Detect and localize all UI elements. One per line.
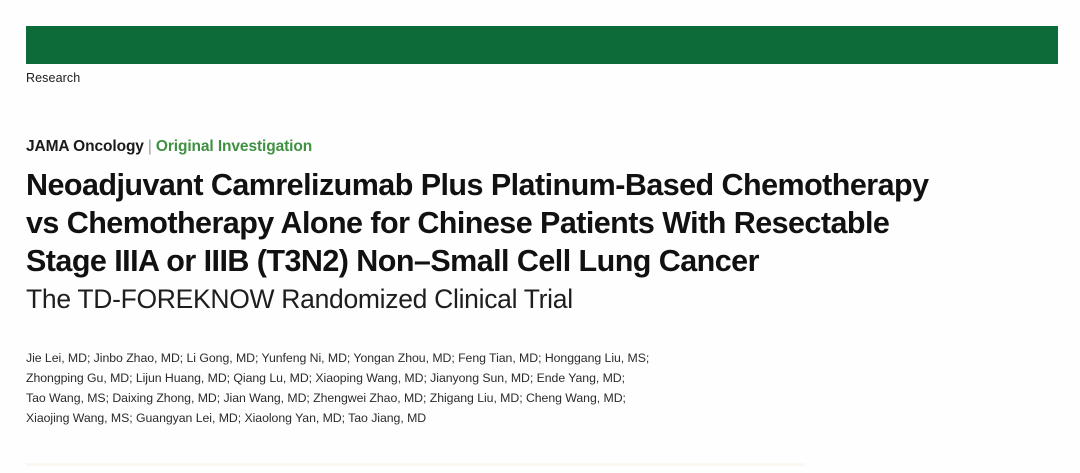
journal-banner-bar: [26, 26, 1058, 64]
journal-name: JAMA Oncology: [26, 138, 144, 155]
article-subtitle: The TD-FOREKNOW Randomized Clinical Tria…: [26, 284, 573, 314]
author-line: Jie Lei, MD; Jinbo Zhao, MD; Li Gong, MD…: [26, 351, 650, 365]
journal-separator: |: [147, 138, 152, 155]
author-byline: Jie Lei, MD; Jinbo Zhao, MD; Li Gong, MD…: [26, 348, 866, 428]
author-line: Xiaojing Wang, MS; Guangyan Lei, MD; Xia…: [26, 411, 427, 425]
author-line: Zhongping Gu, MD; Lijun Huang, MD; Qiang…: [26, 371, 625, 385]
running-head-label: Research: [26, 71, 81, 85]
article-title-line-3: Stage IIIA or IIIB (T3N2) Non–Small Cell…: [26, 244, 759, 278]
article-title-line-2: vs Chemotherapy Alone for Chinese Patien…: [26, 206, 890, 240]
journal-article-type-line: JAMA Oncology | Original Investigation: [26, 137, 312, 157]
article-type-label[interactable]: Original Investigation: [155, 138, 313, 155]
article-title-block: Neoadjuvant Camrelizumab Plus Platinum-B…: [26, 166, 986, 317]
article-title-line-1: Neoadjuvant Camrelizumab Plus Platinum-B…: [26, 168, 929, 202]
author-line: Tao Wang, MS; Daixing Zhong, MD; Jian Wa…: [26, 391, 626, 405]
section-divider: [26, 463, 805, 466]
